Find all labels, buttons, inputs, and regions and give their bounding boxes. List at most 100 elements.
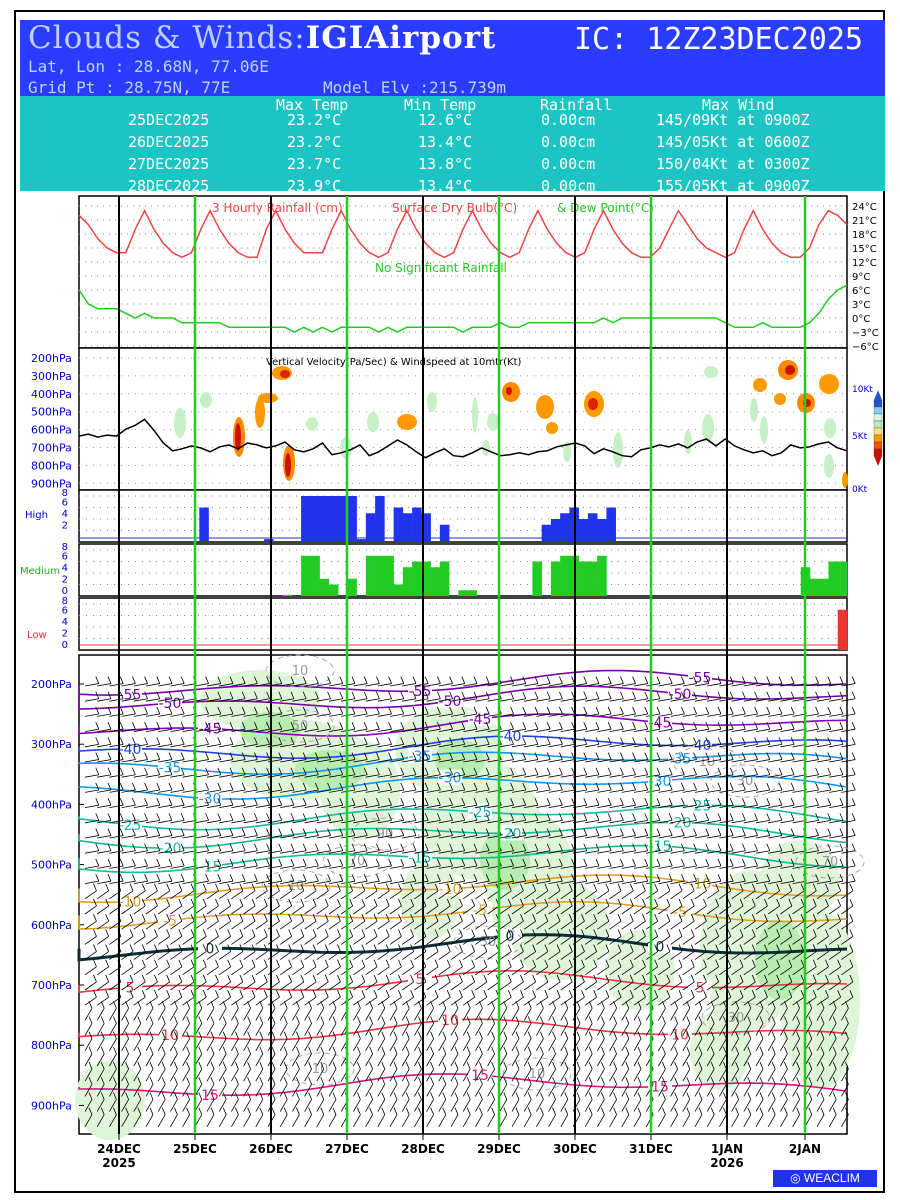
- wind-barb: [389, 789, 404, 793]
- wind-barb: [97, 865, 112, 869]
- wind-barb-flag: [483, 914, 488, 922]
- wind-barb-flag: [607, 798, 612, 806]
- wind-barb: [133, 951, 146, 960]
- vertical-velocity-blob: [174, 408, 186, 438]
- wind-barb-flag: [693, 874, 697, 882]
- wind-barb-flag: [644, 737, 649, 745]
- wind-barb: [585, 835, 600, 839]
- wind-barb-flag: [312, 898, 317, 907]
- wind-barb: [377, 819, 392, 824]
- wind-barb-flag: [820, 1107, 825, 1115]
- wind-barb-flag: [178, 974, 183, 983]
- wind-barb: [536, 1023, 544, 1036]
- wind-barb: [780, 996, 793, 1006]
- wind-barb: [743, 850, 758, 854]
- wind-barb: [670, 774, 685, 778]
- wind-barb: [841, 880, 856, 884]
- wind-barb: [133, 966, 146, 976]
- wind-barb: [499, 996, 512, 1006]
- wind-barb-flag: [302, 737, 307, 745]
- contour-label-bg: [158, 1027, 182, 1043]
- wind-barb-flag: [827, 722, 832, 730]
- wind-barb-flag: [385, 898, 390, 907]
- wind-barb-flag: [324, 959, 329, 967]
- wind-barb-flag: [837, 974, 842, 983]
- wind-barb-flag: [259, 1001, 264, 1009]
- wind-barb: [243, 966, 256, 976]
- wind-barb: [755, 1068, 764, 1082]
- wind-barb-flag: [180, 676, 185, 684]
- wind-barb: [414, 1114, 422, 1128]
- wind-barb-flag: [620, 798, 624, 806]
- wind-barb-flag: [507, 990, 512, 998]
- page-frame: [14, 10, 885, 1193]
- wind-barb: [109, 774, 124, 778]
- wind-barb-flag: [632, 767, 636, 775]
- wind-barb-flag: [227, 883, 232, 891]
- wind-barb-flag: [180, 767, 185, 775]
- wind-barb: [609, 1114, 617, 1128]
- wind-barb: [670, 1023, 678, 1036]
- wind-barb: [511, 759, 526, 763]
- wind-barb-flag: [601, 1031, 605, 1039]
- wind-barb: [304, 890, 317, 900]
- wind-barb: [414, 698, 429, 702]
- wind-barb-flag: [400, 858, 405, 867]
- wind-barb: [316, 1038, 325, 1052]
- wind-barb-flag: [717, 767, 722, 775]
- wind-barb-flag: [217, 706, 222, 715]
- wind-barb-flag: [466, 1107, 471, 1115]
- wind-barb-flag: [283, 1046, 288, 1055]
- wind-barb-flag: [747, 1061, 752, 1070]
- wind-barb: [670, 920, 683, 930]
- wind-barb: [560, 1114, 569, 1128]
- wind-barb-flag: [449, 737, 453, 745]
- wind-barb-flag: [620, 858, 624, 867]
- wind-barb-flag: [222, 1016, 227, 1024]
- wind-barb: [243, 865, 258, 869]
- wind-barb: [597, 743, 612, 748]
- wind-barb: [243, 683, 258, 687]
- wind-barb-flag: [247, 1031, 251, 1039]
- wind-barb: [633, 1053, 642, 1067]
- wind-barb: [731, 804, 746, 808]
- wind-barb: [524, 774, 539, 778]
- wind-barb-flag: [168, 676, 173, 684]
- wind-barb-flag: [263, 929, 268, 937]
- wind-barb: [316, 835, 331, 839]
- wind-barb: [450, 966, 463, 976]
- wind-barb-flag: [576, 1107, 581, 1115]
- wind-barb: [462, 1023, 471, 1036]
- wind-barb: [377, 804, 392, 808]
- wind-barb-flag: [229, 722, 234, 730]
- wind-barb: [707, 698, 722, 702]
- wind-barb-flag: [446, 898, 451, 907]
- humidity-label: 50: [292, 719, 309, 734]
- wind-barb-flag: [202, 974, 207, 983]
- wind-barb-flag: [461, 798, 466, 806]
- wind-barb: [328, 905, 341, 915]
- wind-barb: [707, 865, 722, 869]
- wind-barb-flag: [839, 752, 844, 760]
- wind-barb: [694, 743, 709, 748]
- contour-label-bg: [118, 816, 142, 832]
- wind-barb-flag: [559, 798, 563, 806]
- wind-barb: [292, 835, 307, 839]
- wind-barb: [328, 1084, 337, 1097]
- wind-barb: [96, 890, 109, 900]
- wind-barb: [511, 850, 526, 854]
- wind-barb: [304, 880, 319, 884]
- wind-barb-flag: [710, 1107, 715, 1115]
- wind-barb-flag: [217, 782, 222, 791]
- wind-barb: [206, 789, 221, 793]
- wind-barb-flag: [254, 828, 258, 836]
- wind-barb: [267, 966, 280, 976]
- wind-barb-flag: [532, 898, 537, 907]
- wind-barb-flag: [271, 1001, 276, 1009]
- wind-barb-flag: [778, 706, 783, 715]
- wind-barb-flag: [449, 767, 453, 775]
- wind-barb: [353, 1084, 361, 1097]
- wind-barb: [499, 920, 512, 930]
- medium-cloud-bar: [301, 555, 311, 596]
- wind-barb-flag: [729, 813, 734, 821]
